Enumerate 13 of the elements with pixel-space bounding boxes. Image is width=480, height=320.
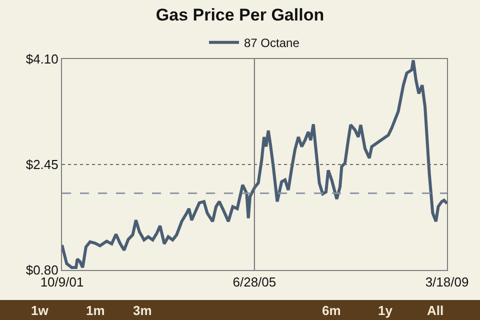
text: 1m (86, 303, 105, 318)
text: All (427, 303, 444, 318)
chart-title: Gas Price Per Gallon (156, 5, 324, 24)
x-tick-label: 3/18/09 (425, 274, 469, 290)
text: 1y (378, 303, 394, 318)
text: 6m (322, 303, 341, 318)
x-tick-label: 6/28/05 (232, 274, 276, 290)
y-tick-label: $4.10 (26, 52, 58, 67)
text: 3m (133, 303, 152, 318)
legend-label: 87 Octane (244, 36, 300, 50)
text: 1w (31, 303, 50, 318)
line-series (62, 59, 447, 269)
y-tick-label: $2.45 (26, 157, 58, 172)
